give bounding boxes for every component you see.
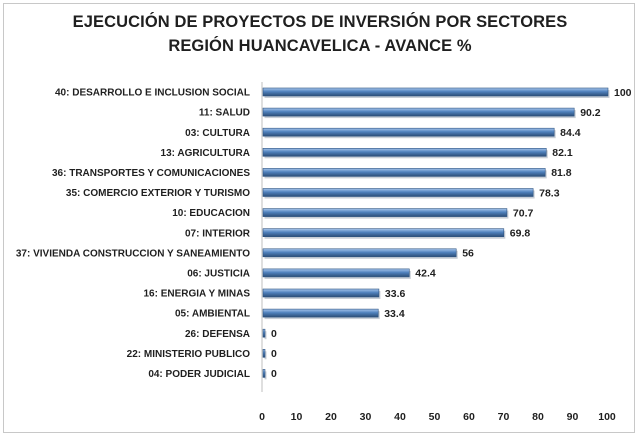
category-label: 16: ENERGIA Y MINAS: [143, 289, 250, 300]
category-label: 10: EDUCACION: [172, 208, 250, 219]
value-label: 78.3: [539, 187, 560, 199]
x-tick-label: 80: [532, 411, 544, 423]
bar: [262, 248, 457, 258]
category-label: 36: TRANSPORTES Y COMUNICACIONES: [52, 168, 250, 179]
bar: [262, 308, 379, 318]
category-label: 40: DESARROLLO E INCLUSION SOCIAL: [55, 88, 250, 99]
category-label: 06: JUSTICIA: [187, 269, 250, 280]
bar: [262, 268, 410, 278]
value-label: 81.8: [551, 167, 572, 179]
x-tick-label: 50: [429, 411, 441, 423]
bar: [262, 328, 266, 338]
category-label: 35: COMERCIO EXTERIOR Y TURISMO: [66, 188, 250, 199]
x-tick-label: 10: [291, 411, 303, 423]
value-label: 100: [614, 87, 632, 99]
bar: [262, 188, 534, 197]
bar: [262, 168, 546, 177]
value-label: 33.6: [385, 288, 406, 300]
bar: [262, 288, 380, 298]
x-tick-label: 70: [498, 411, 510, 423]
category-label: 37: VIVIENDA CONSTRUCCION Y SANEAMIENTO: [16, 248, 250, 259]
value-label: 42.4: [415, 268, 436, 280]
x-tick-label: 30: [360, 411, 372, 423]
value-label: 0: [271, 348, 277, 360]
category-label: 03: CULTURA: [185, 128, 250, 139]
value-label: 90.2: [580, 107, 601, 119]
value-label: 70.7: [513, 207, 534, 219]
value-label: 56: [462, 248, 474, 260]
value-label: 69.8: [510, 228, 531, 240]
chart-title: EJECUCIÓN DE PROYECTOS DE INVERSIÓN POR …: [72, 13, 568, 31]
x-tick-label: 20: [325, 411, 337, 423]
bar: [262, 228, 505, 237]
category-label: 05: AMBIENTAL: [175, 309, 250, 320]
chart-subtitle: REGIÓN HUANCAVELICA - AVANCE %: [168, 37, 472, 55]
x-tick-label: 40: [394, 411, 406, 423]
bar: [262, 87, 609, 97]
bar: [262, 369, 266, 378]
category-label: 07: INTERIOR: [185, 228, 251, 239]
bar: [262, 148, 547, 157]
category-label: 22: MINISTERIO PUBLICO: [127, 349, 251, 360]
bar-shadow: [264, 351, 267, 360]
category-label: 04: PODER JUDICIAL: [148, 369, 250, 380]
bar: [262, 127, 555, 137]
x-tick-label: 100: [598, 411, 616, 423]
bar: [262, 208, 508, 217]
value-label: 0: [271, 368, 277, 380]
category-label: 11: SALUD: [199, 108, 250, 119]
bar-shadow: [264, 371, 267, 380]
value-label: 33.4: [384, 308, 405, 320]
category-label: 26: DEFENSA: [185, 329, 250, 340]
bar-shadow: [264, 331, 267, 340]
x-tick-label: 0: [259, 411, 265, 423]
value-label: 0: [271, 328, 277, 340]
x-tick-label: 90: [567, 411, 579, 423]
value-label: 84.4: [560, 127, 581, 139]
category-label: 13: AGRICULTURA: [161, 148, 250, 159]
bar: [262, 348, 266, 358]
bar: [262, 107, 575, 117]
value-label: 82.1: [552, 147, 573, 159]
x-tick-label: 60: [463, 411, 475, 423]
